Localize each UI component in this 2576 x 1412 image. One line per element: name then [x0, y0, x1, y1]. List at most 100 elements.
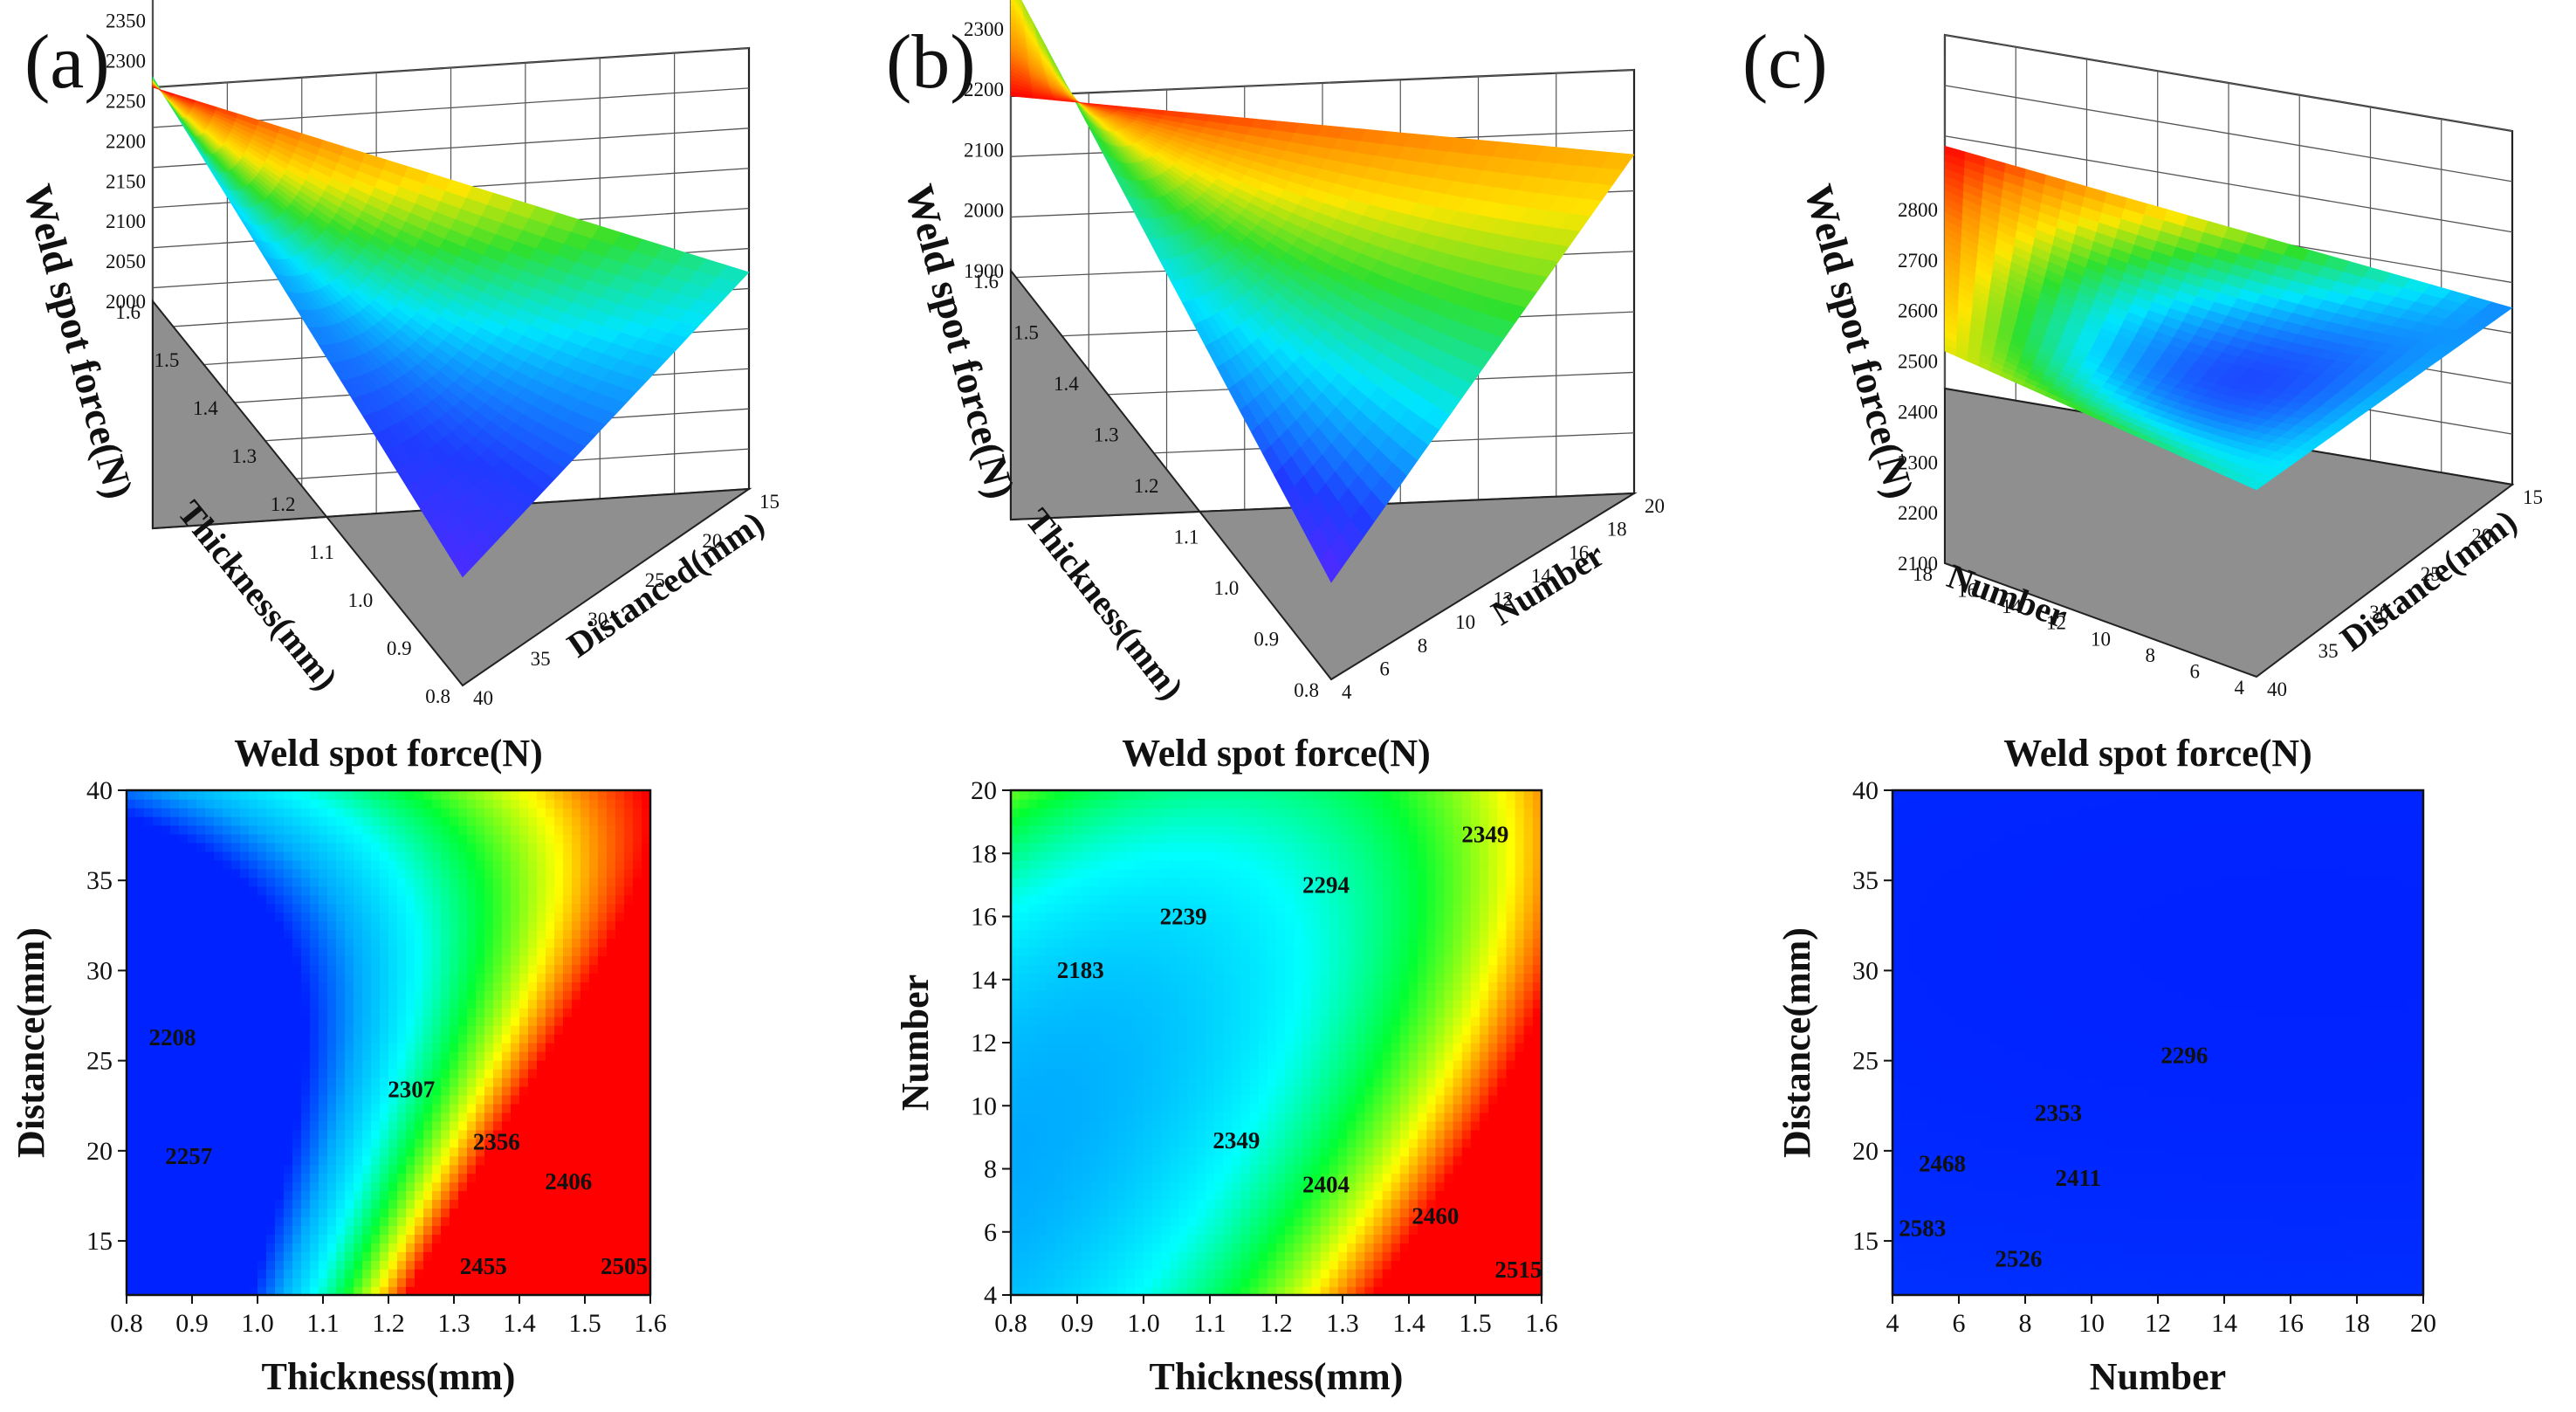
contour-cell — [153, 973, 162, 982]
contour-cell — [319, 1155, 328, 1166]
contour-cell — [354, 824, 363, 835]
contour-cell — [196, 964, 206, 974]
contour-cell — [214, 1059, 223, 1070]
contour-cell — [432, 807, 442, 817]
contour-cell — [415, 1051, 424, 1061]
contour-cell — [301, 964, 311, 974]
contour-cell — [336, 1216, 346, 1226]
contour-cell — [223, 929, 232, 940]
contour-cell — [188, 842, 197, 852]
contour-cell — [170, 973, 180, 982]
contour-cell — [205, 1225, 215, 1235]
contour-cell — [467, 1243, 477, 1252]
contour-cell — [327, 1216, 337, 1226]
contour-cell — [467, 1147, 477, 1157]
contour-cell — [153, 1034, 162, 1044]
contour-cell — [388, 1278, 398, 1287]
contour-cell — [432, 1173, 442, 1183]
contour-cell — [354, 1216, 363, 1226]
contour-cell — [336, 1138, 346, 1148]
contour-cell — [188, 982, 197, 991]
x-tick-label: 0.8 — [425, 685, 450, 707]
contour-cell — [484, 1120, 494, 1131]
contour-cell — [467, 799, 477, 809]
contour-cell — [319, 1199, 328, 1209]
contour-cell — [371, 1025, 381, 1035]
contour-cell — [161, 1243, 171, 1252]
contour-cell — [275, 1216, 285, 1226]
contour-cell — [266, 1225, 276, 1235]
contour-cell — [196, 859, 206, 870]
contour-cell — [423, 929, 433, 940]
contour-cell — [310, 1208, 319, 1217]
contour-cell — [423, 1260, 433, 1270]
contour-cell — [249, 1216, 258, 1226]
contour-cell — [127, 807, 136, 817]
contour-cell — [406, 999, 416, 1009]
contour-cell — [301, 842, 311, 852]
contour-cell — [127, 1278, 136, 1287]
contour-cell — [153, 1216, 162, 1226]
contour-cell — [258, 1234, 267, 1243]
contour-cell — [441, 816, 450, 826]
contour-cell — [284, 903, 293, 913]
contour-cell — [223, 1208, 232, 1217]
contour-cell — [196, 1094, 206, 1105]
contour-cell — [223, 1278, 232, 1287]
contour-cell — [179, 938, 189, 948]
contour-cell — [354, 1269, 363, 1278]
contour-cell — [467, 1216, 477, 1226]
contour-cell — [179, 868, 189, 878]
contour-cell — [266, 1269, 276, 1278]
contour-cell — [284, 1208, 293, 1217]
contour-cell — [397, 920, 407, 931]
contour-cell — [301, 1059, 311, 1070]
contour-cell — [388, 1034, 398, 1044]
contour-cell — [441, 1164, 450, 1174]
contour-cell — [249, 1147, 258, 1157]
contour-cell — [458, 807, 468, 817]
contour-cell — [476, 1181, 485, 1192]
contour-cell — [371, 1034, 381, 1044]
contour-cell — [423, 990, 433, 1000]
contour-cell — [467, 790, 477, 800]
contour-cell — [441, 1269, 450, 1278]
x-tick-label: 4 — [2235, 677, 2245, 699]
contour-cell — [135, 990, 145, 1000]
contour-cell — [388, 1155, 398, 1166]
contour-cell — [467, 1173, 477, 1183]
contour-cell — [406, 1103, 416, 1113]
panel-label: (c) — [1742, 20, 1828, 105]
contour-cell — [153, 1103, 162, 1113]
contour-cell — [153, 1243, 162, 1252]
contour-cell — [284, 1243, 293, 1252]
contour-cell — [240, 1181, 250, 1192]
contour-cell — [179, 1008, 189, 1017]
contour-cell — [301, 1225, 311, 1235]
contour-cell — [484, 1138, 494, 1148]
contour-cell — [450, 999, 459, 1009]
contour-cell — [284, 1008, 293, 1017]
contour-cell — [458, 1181, 468, 1192]
contour-cell — [135, 920, 145, 931]
contour-cell — [144, 955, 154, 965]
contour-cell — [153, 1085, 162, 1096]
contour-cell — [231, 938, 241, 948]
contour-cell — [179, 1269, 189, 1278]
contour-cell — [196, 1068, 206, 1078]
contour-cell — [231, 1059, 241, 1070]
contour-cell — [196, 1260, 206, 1270]
contour-cell — [406, 799, 416, 809]
contour-cell — [223, 1243, 232, 1252]
contour-cell — [161, 929, 171, 940]
contour-cell — [380, 973, 389, 982]
contour-cell — [467, 1164, 477, 1174]
contour-cell — [188, 938, 197, 948]
contour-cell — [144, 1243, 154, 1252]
contour-cell — [371, 1269, 381, 1278]
contour-cell — [362, 912, 372, 922]
contour-cell — [249, 1016, 258, 1026]
contour-cell — [327, 1269, 337, 1278]
contour-cell — [362, 868, 372, 878]
contour-cell — [240, 982, 250, 991]
